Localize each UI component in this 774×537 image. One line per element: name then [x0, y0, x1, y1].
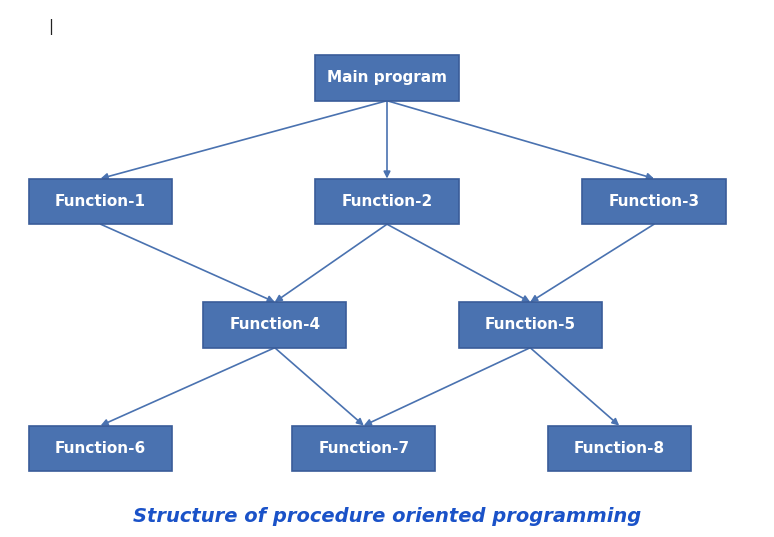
FancyBboxPatch shape	[292, 425, 435, 471]
FancyBboxPatch shape	[29, 178, 172, 224]
Text: Function-7: Function-7	[318, 441, 409, 456]
FancyBboxPatch shape	[203, 302, 346, 348]
Text: Function-6: Function-6	[55, 441, 146, 456]
Text: Function-4: Function-4	[229, 317, 320, 332]
FancyBboxPatch shape	[316, 178, 458, 224]
Text: Structure of procedure oriented programming: Structure of procedure oriented programm…	[133, 507, 641, 526]
Text: Function-3: Function-3	[608, 194, 700, 209]
Text: Function-8: Function-8	[574, 441, 665, 456]
Text: Main program: Main program	[327, 70, 447, 85]
FancyBboxPatch shape	[316, 55, 458, 101]
Text: Function-2: Function-2	[341, 194, 433, 209]
Text: |: |	[48, 19, 53, 35]
FancyBboxPatch shape	[582, 178, 726, 224]
Text: Function-5: Function-5	[485, 317, 576, 332]
Text: Function-1: Function-1	[55, 194, 146, 209]
FancyBboxPatch shape	[29, 425, 172, 471]
FancyBboxPatch shape	[458, 302, 602, 348]
FancyBboxPatch shape	[548, 425, 691, 471]
